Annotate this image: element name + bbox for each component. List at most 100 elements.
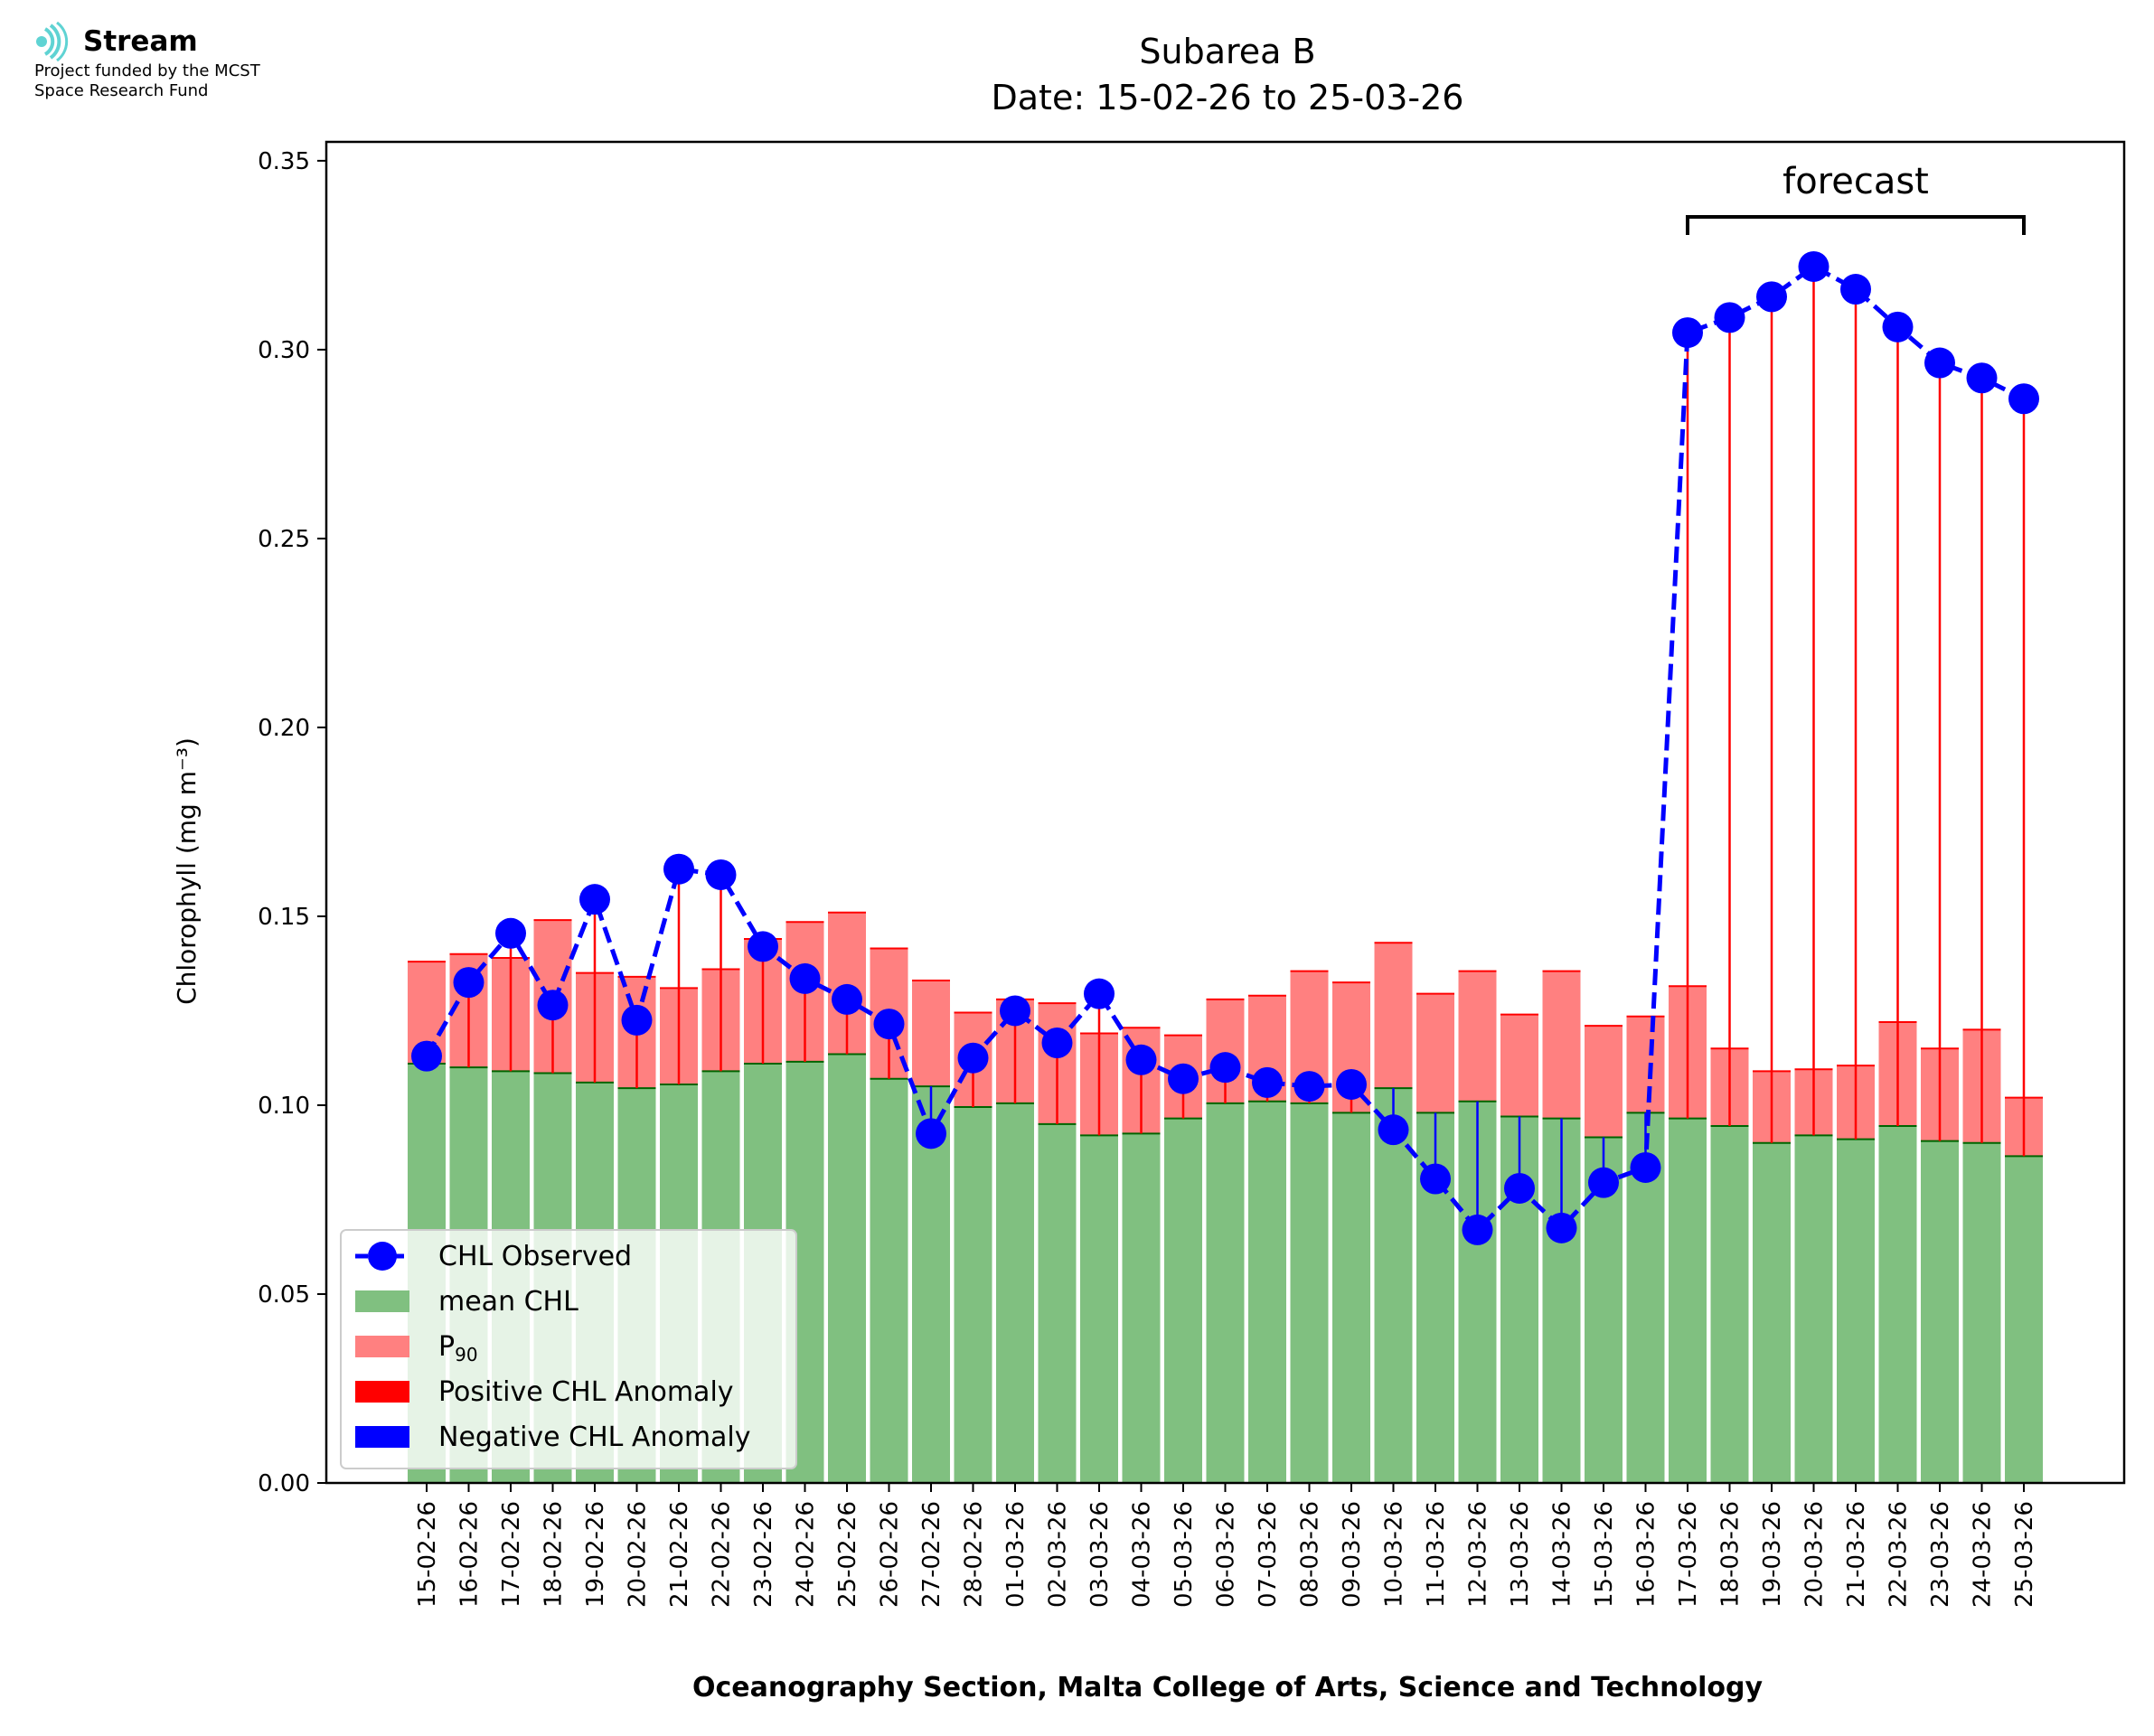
mean-bar [1080, 1135, 1118, 1483]
observed-point [1672, 317, 1703, 349]
x-tick-label: 21-02-26 [666, 1501, 693, 1608]
observed-point [1420, 1163, 1451, 1195]
x-tick-label: 20-02-26 [625, 1501, 652, 1608]
y-tick-label: 0.10 [258, 1093, 310, 1120]
x-tick-label: 18-02-26 [541, 1501, 568, 1608]
observed-point [1756, 281, 1787, 313]
observed-point [1168, 1063, 1199, 1094]
mean-bar [1206, 1103, 1245, 1483]
x-tick-label: 26-02-26 [877, 1501, 904, 1608]
x-tick-label: 25-02-26 [834, 1501, 861, 1608]
y-tick-label: 0.00 [258, 1470, 310, 1497]
observed-point [579, 884, 610, 915]
mean-bar [996, 1103, 1034, 1483]
logo-name: Stream [83, 25, 198, 58]
x-tick-label: 16-02-26 [456, 1501, 484, 1608]
observed-point [1504, 1172, 1535, 1204]
x-tick-label: 05-03-26 [1171, 1501, 1198, 1608]
observed-point [1125, 1044, 1157, 1075]
observed-point [1546, 1212, 1577, 1243]
x-tick-label: 28-02-26 [961, 1501, 988, 1608]
observed-point [1293, 1071, 1325, 1103]
x-axis-label: Oceanography Section, Malta College of A… [692, 1672, 1764, 1703]
legend-marker-observed [368, 1242, 397, 1271]
observed-point [2008, 383, 2039, 415]
funding-line-1: Project funded by the MCST [34, 61, 260, 80]
observed-point [1084, 978, 1115, 1009]
x-tick-label: 13-03-26 [1507, 1501, 1534, 1608]
mean-bar [1669, 1118, 1707, 1483]
x-tick-label: 14-03-26 [1549, 1501, 1576, 1608]
x-tick-label: 23-03-26 [1927, 1501, 1954, 1608]
legend-label: CHL Observed [438, 1241, 632, 1272]
observed-point [1966, 362, 1998, 394]
x-tick-label: 12-03-26 [1465, 1501, 1492, 1608]
mean-bar [1710, 1125, 1749, 1483]
x-tick-label: 15-02-26 [414, 1501, 441, 1608]
mean-bar [828, 1054, 866, 1483]
x-tick-label: 18-03-26 [1717, 1501, 1745, 1608]
observed-point [1462, 1214, 1493, 1245]
observed-point [916, 1118, 946, 1150]
x-tick-label: 27-02-26 [918, 1501, 945, 1608]
legend-swatch [355, 1381, 409, 1403]
logo: Stream Project funded by the MCST Space … [34, 22, 260, 101]
x-tick-label: 08-03-26 [1297, 1501, 1324, 1608]
observed-point [705, 859, 737, 890]
x-tick-label: 21-03-26 [1843, 1501, 1870, 1608]
mean-bar [1753, 1142, 1791, 1483]
stream-logo-icon [36, 22, 69, 61]
x-tick-label: 02-03-26 [1045, 1501, 1072, 1608]
observed-point [832, 983, 862, 1015]
x-tick-label: 19-02-26 [582, 1501, 609, 1608]
observed-point [411, 1040, 442, 1072]
x-tick-label: 17-02-26 [498, 1501, 525, 1608]
mean-bar [1332, 1112, 1370, 1483]
x-tick-label: 24-02-26 [793, 1501, 820, 1608]
mean-bar [870, 1078, 908, 1483]
x-tick-label: 17-03-26 [1675, 1501, 1702, 1608]
x-tick-label: 25-03-26 [2011, 1501, 2038, 1608]
observed-point [789, 962, 821, 994]
y-axis-label: Chlorophyll (mg m⁻³) [172, 737, 202, 1005]
legend-swatch [355, 1336, 409, 1357]
observed-point [748, 931, 778, 962]
x-tick-label: 22-02-26 [709, 1501, 736, 1608]
observed-point [1041, 1027, 1073, 1058]
observed-point [1209, 1052, 1241, 1084]
forecast-bracket [1686, 215, 2026, 235]
observed-point [1630, 1151, 1661, 1183]
mean-bar [1248, 1101, 1286, 1483]
observed-point [873, 1009, 905, 1040]
funding-line-2: Space Research Fund [34, 81, 209, 100]
x-tick-label: 06-03-26 [1213, 1501, 1240, 1608]
mean-bar [1962, 1142, 2001, 1483]
x-tick-label: 15-03-26 [1591, 1501, 1618, 1608]
legend-swatch [355, 1426, 409, 1448]
x-tick-label: 16-03-26 [1633, 1501, 1660, 1608]
observed-point [663, 853, 694, 885]
y-tick-label: 0.15 [258, 904, 310, 931]
legend-label: Negative CHL Anomaly [438, 1422, 751, 1453]
observed-point [1714, 302, 1745, 333]
x-tick-label: 07-03-26 [1255, 1501, 1282, 1608]
x-tick-label: 23-02-26 [750, 1501, 777, 1608]
mean-bar [1038, 1123, 1077, 1483]
chart-title: Subarea B [1139, 32, 1315, 71]
mean-bar [954, 1107, 992, 1483]
observed-point [453, 967, 484, 999]
observed-point [1882, 311, 1914, 343]
plot-area: 0.00 0.05 0.10 0.15 0.20 0.25 0.30 0.35 15-02-26… [258, 140, 2126, 1608]
mean-bar [1374, 1088, 1413, 1483]
observed-point [1924, 347, 1955, 379]
mean-bar [912, 1086, 950, 1483]
mean-bar [2005, 1156, 2043, 1483]
mean-bar [1164, 1118, 1202, 1483]
observed-point [1798, 250, 1829, 282]
observed-point [1378, 1114, 1409, 1146]
legend-swatch [355, 1290, 409, 1312]
x-tick-label: 03-03-26 [1086, 1501, 1114, 1608]
mean-bar [1794, 1135, 1833, 1483]
mean-bar [1122, 1133, 1161, 1483]
